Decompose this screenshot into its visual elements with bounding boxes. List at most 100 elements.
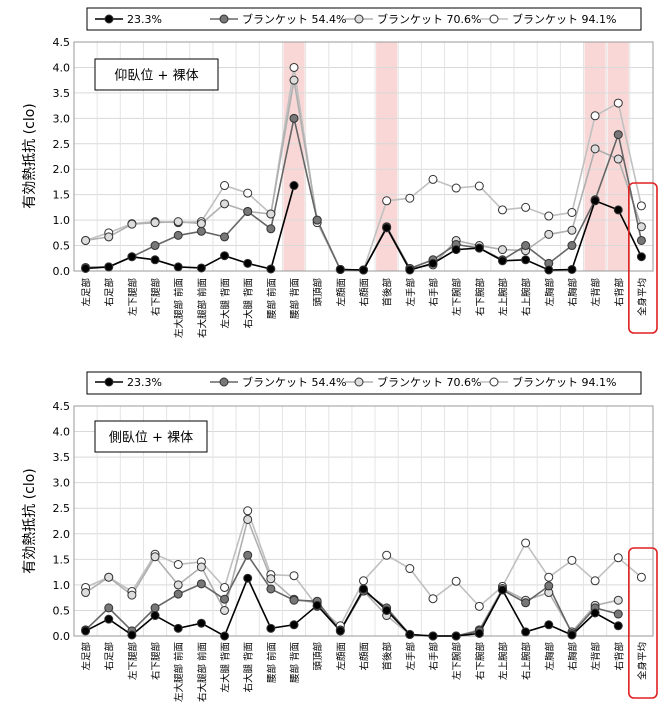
data-point — [521, 202, 531, 212]
data-point — [613, 621, 623, 631]
x-tick-label: 腰部 背面 — [289, 642, 301, 683]
data-point — [81, 588, 91, 598]
y-tick-label: 2.5 — [53, 138, 71, 151]
x-tick-label: 腰部 背面 — [289, 278, 301, 319]
x-tick-label: 左大腿部 前面 — [173, 642, 185, 702]
x-tick-label: 左手部 — [405, 642, 417, 671]
data-point — [521, 627, 531, 637]
legend-label: 23.3% — [127, 376, 162, 389]
data-point — [173, 589, 183, 599]
data-point — [567, 264, 577, 274]
data-point — [220, 605, 230, 615]
data-point — [220, 631, 230, 641]
legend-marker — [354, 14, 364, 24]
x-tick-label: 右顔面 — [359, 642, 371, 671]
data-point — [150, 611, 160, 621]
data-point — [567, 207, 577, 217]
data-point — [567, 225, 577, 235]
x-tick-label: 右手部 — [428, 642, 440, 671]
data-point — [590, 196, 600, 206]
y-tick-label: 1.5 — [53, 189, 71, 202]
y-tick-label: 2.0 — [53, 528, 71, 541]
data-point — [567, 241, 577, 251]
data-point — [335, 264, 345, 274]
x-tick-label: 右大腿 背面 — [243, 642, 255, 693]
legend-label: ブランケット 94.1% — [512, 12, 616, 26]
data-point — [220, 181, 230, 191]
x-tick-label: 頭頂部 — [312, 278, 324, 307]
legend-marker — [219, 377, 229, 387]
y-axis-label: 有効熱抵抗 (clo) — [22, 468, 38, 574]
data-point — [636, 201, 646, 211]
data-point — [173, 580, 183, 590]
data-point — [521, 255, 531, 265]
x-tick-label: 左大腿 背面 — [220, 642, 232, 693]
x-tick-label: 左背部 — [590, 642, 602, 671]
data-point — [590, 111, 600, 121]
data-point — [104, 232, 114, 242]
x-tick-label: 左下腿部 — [127, 278, 139, 316]
y-tick-label: 0.0 — [53, 630, 71, 643]
y-tick-label: 4.0 — [53, 61, 71, 74]
legend-label: ブランケット 94.1% — [512, 375, 616, 389]
x-tick-label: 左足部 — [81, 642, 93, 671]
data-point — [405, 629, 415, 639]
x-tick-label: 右下腕部 — [474, 278, 486, 316]
data-point — [266, 623, 276, 633]
x-tick-label: 右胸部 — [567, 278, 579, 307]
data-point — [636, 252, 646, 262]
data-point — [405, 265, 415, 275]
series-line-2 — [85, 118, 643, 271]
x-tick-label: 右大腿部 前面 — [196, 278, 208, 338]
data-point — [474, 181, 484, 191]
data-point — [451, 245, 461, 255]
x-tick-label: 腰部 前面 — [266, 642, 278, 683]
data-point — [104, 572, 114, 582]
annotation-text: 仰臥位 + 裸体 — [114, 69, 198, 84]
data-point — [266, 584, 276, 594]
chart-panel-2: 0.0 0.5 1.0 1.5 2.0 2.5 3.0 3.5 4.0 4.5 有効熱抵抗 (clo… — [22, 371, 658, 702]
y-tick-label: 0.5 — [53, 240, 71, 253]
legend-label: ブランケット 54.4% — [242, 12, 346, 26]
y-tick-label: 3.5 — [53, 87, 71, 100]
chart-panel-1: 0.0 0.5 1.0 1.5 2.0 2.5 3.0 3.5 4.0 4.5 有効熱抵抗 (clo… — [22, 7, 658, 338]
y-tick-label: 1.5 — [53, 553, 71, 566]
data-point — [289, 620, 299, 630]
data-point — [243, 206, 253, 216]
data-point — [173, 559, 183, 569]
data-point — [474, 601, 484, 611]
data-point — [544, 211, 554, 221]
legend-marker — [219, 14, 229, 24]
data-point — [289, 595, 299, 605]
data-point — [497, 256, 507, 266]
data-point — [382, 196, 392, 206]
data-point — [382, 605, 392, 615]
data-point — [590, 144, 600, 154]
data-point — [451, 183, 461, 193]
data-point — [220, 594, 230, 604]
data-point — [405, 564, 415, 574]
plot-frame — [73, 405, 654, 637]
data-point — [104, 262, 114, 272]
data-point — [196, 618, 206, 628]
data-point — [266, 264, 276, 274]
data-point — [497, 585, 507, 595]
y-tick-label: 0.0 — [53, 265, 71, 278]
data-point — [289, 113, 299, 123]
data-point — [382, 550, 392, 560]
legend-marker — [489, 377, 499, 387]
data-point — [590, 608, 600, 618]
data-point — [220, 232, 230, 242]
data-point — [636, 572, 646, 582]
data-point — [173, 623, 183, 633]
x-tick-label: 右上腕部 — [521, 278, 533, 316]
data-point — [428, 258, 438, 268]
data-point — [544, 265, 554, 275]
x-tick-label: 左下腕部 — [451, 642, 463, 680]
y-tick-label: 3.0 — [53, 112, 71, 125]
x-tick-label: 右下腿部 — [150, 278, 162, 316]
data-point — [81, 626, 91, 636]
legend-marker — [104, 14, 114, 24]
data-point — [127, 219, 137, 229]
